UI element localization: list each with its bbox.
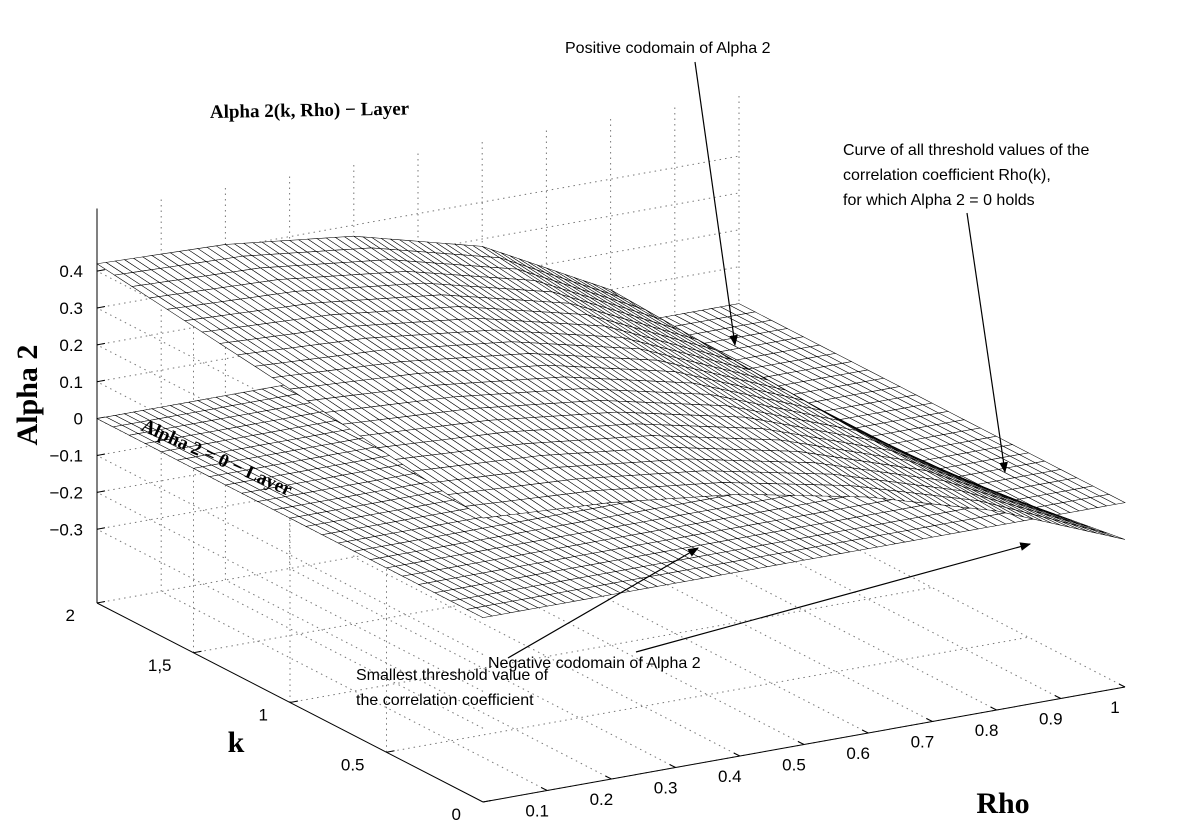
- grid-line: [738, 487, 1126, 688]
- rho-tick: [540, 787, 548, 791]
- rho-tick-label: 0.7: [911, 733, 935, 752]
- arrow-positive-codomain: [694, 61, 738, 347]
- alpha2-tick-label: −0.3: [49, 520, 83, 539]
- k-tick-label: 2: [66, 606, 75, 625]
- rho-tick: [926, 718, 933, 722]
- alpha2-tick: [96, 527, 106, 530]
- grid-line: [96, 455, 484, 655]
- y-axis-label: k: [228, 726, 245, 759]
- rho-tick-label: 0.5: [782, 756, 806, 775]
- rho-tick-label: 0.1: [525, 802, 549, 821]
- alpha2-tick-label: −0.2: [49, 483, 83, 502]
- rho-tick-label: 0.6: [846, 744, 870, 763]
- grid-line: [546, 522, 933, 722]
- x-axis-label: Rho: [976, 787, 1029, 820]
- rho-tick-label: 0.4: [718, 767, 742, 786]
- alpha2-tick: [96, 306, 106, 309]
- grid-line: [353, 556, 741, 757]
- alpha2-tick-label: 0.1: [59, 373, 83, 392]
- k-tick-labels: 0 0.5 1 1,5 2: [66, 606, 461, 824]
- annotation-threshold-curve-line2: correlation coefficient Rho(k),: [843, 167, 1051, 184]
- alpha2-tick: [96, 453, 106, 456]
- rho-tick: [733, 752, 741, 757]
- annotation-threshold-curve-line3: for which Alpha 2 = 0 holds: [843, 192, 1035, 209]
- arrow-negative-codomain: [635, 542, 1032, 653]
- alpha2-tick-label: −0.1: [49, 447, 83, 466]
- alpha2-tick: [96, 379, 106, 383]
- arrow-threshold-curve: [966, 212, 1008, 474]
- alpha2-tick-label: 0: [74, 410, 83, 429]
- k-tick: [96, 601, 106, 604]
- annotation-positive-codomain: Positive codomain of Alpha 2: [565, 40, 771, 57]
- rho-tick-label: 0.3: [654, 779, 678, 798]
- annotation-threshold-curve-line1: Curve of all threshold values of the: [843, 142, 1089, 159]
- alpha2-tick-label: 0.4: [59, 262, 83, 281]
- k-tick-label: 0: [452, 805, 461, 824]
- k-tick: [193, 650, 202, 654]
- alpha2-tick: [96, 490, 106, 493]
- axes: [96, 208, 1126, 803]
- rho-tick: [669, 764, 676, 768]
- rho-tick: [1118, 683, 1126, 688]
- surface-cell: [1098, 530, 1126, 540]
- grid-line: [481, 533, 869, 734]
- annotation-smallest-threshold-line1: Smallest threshold value of: [356, 667, 549, 684]
- k-tick: [482, 800, 492, 803]
- surface-label: Alpha 2(k, Rho) − Layer: [210, 99, 410, 123]
- rho-tick-label: 0.8: [975, 721, 999, 740]
- alpha2-surface: [96, 235, 1126, 540]
- alpha2-tick: [96, 269, 106, 272]
- k-tick-label: 0.5: [341, 755, 365, 774]
- grid-line: [160, 591, 548, 791]
- alpha2-tick-labels: −0.3 −0.2 −0.1 0 0.1 0.2 0.3 0.4: [49, 262, 83, 539]
- rho-tick-label: 0.9: [1039, 710, 1063, 729]
- rho-tick: [797, 741, 805, 745]
- alpha2-tick-label: 0.3: [59, 299, 83, 318]
- grid-line: [96, 528, 484, 729]
- k-tick: [386, 750, 395, 753]
- annotation-arrows: [507, 61, 1032, 659]
- grid-line: [610, 510, 997, 711]
- grid-line: [417, 545, 805, 745]
- alpha2-tick-label: 0.2: [59, 336, 83, 355]
- rho-tick: [861, 729, 869, 734]
- rho-tick-label: 1: [1110, 698, 1119, 717]
- annotation-negative-codomain: Negative codomain of Alpha 2: [488, 655, 701, 672]
- k-tick-label: 1,5: [148, 656, 172, 675]
- grid-line: [289, 568, 676, 768]
- k-tick: [289, 700, 299, 703]
- annotation-smallest-threshold-line2: the correlation coefficient: [356, 692, 534, 709]
- alpha2-tick: [96, 342, 106, 346]
- grid-line: [674, 499, 1062, 699]
- grid-line: [96, 491, 484, 692]
- rho-tick: [990, 706, 997, 711]
- plane-cell: [1098, 494, 1126, 505]
- z-axis-label: Alpha 2: [11, 345, 44, 446]
- rho-tick: [605, 775, 612, 780]
- arrow-smallest-threshold: [507, 547, 699, 659]
- grid-line: [225, 579, 612, 780]
- k-tick-label: 1: [259, 706, 268, 725]
- rho-tick: [1054, 695, 1062, 699]
- rho-tick-labels: 0.1 0.2 0.3 0.4 0.5 0.6 0.7 0.8 0.9 1: [525, 698, 1119, 821]
- rho-tick-label: 0.2: [590, 790, 614, 809]
